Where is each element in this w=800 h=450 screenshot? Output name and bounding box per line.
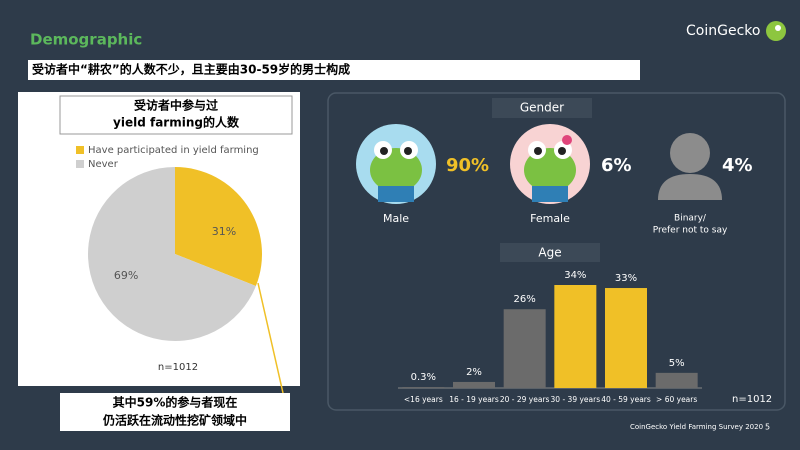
female-avatar [510,124,590,204]
footer-source: CoinGecko Yield Farming Survey 2020 [630,423,763,431]
pie-title: 受访者中参与过 [134,98,218,113]
gender-label: Male [383,212,409,225]
bar [554,285,597,388]
x-tick-label: 40 - 59 years [601,395,651,404]
pie-title: yield farming的人数 [113,115,240,130]
x-tick-label: 30 - 39 years [551,395,601,404]
callout-text: 仍活跃在流动性挖矿领域中 [102,413,247,428]
subtitle-banner [28,60,640,80]
legend-label: Never [88,159,119,170]
bar-value-label: 2% [466,367,482,378]
age-title: Age [538,246,561,260]
bar [453,381,495,388]
bar-value-label: 34% [564,270,586,281]
gender-value: 6% [601,155,632,176]
legend-swatch [76,160,84,168]
pie-title-box [59,95,293,135]
legend-label: Have participated in yield farming [88,145,259,156]
gender-label: Female [530,212,570,225]
callout-box [60,393,290,431]
logo-eye [775,25,781,31]
legend-swatch [76,146,84,154]
gender-value: 4% [722,155,753,176]
bar [605,288,647,388]
gender-title: Gender [520,101,564,115]
right-panel [327,92,786,411]
title: Demographic [30,31,142,49]
bar-value-label: 5% [669,358,685,369]
callout-line [257,282,284,394]
bar-value-label: 0.3% [411,372,436,383]
pie-slice [87,167,256,341]
pie-label: 31% [212,225,236,238]
page-number: 5 [765,423,770,432]
gender-title-box [492,98,592,118]
bar [655,372,698,388]
male-avatar [356,124,436,204]
callout-text: 其中59%的参与者现在 [113,395,238,410]
bar-value-label: 26% [514,294,536,305]
x-tick-label: 16 - 19 years [449,395,499,404]
bar [402,387,445,388]
subtitle: 受访者中“耕农”的人数不少，且主要由30-59岁的男士构成 [32,62,350,77]
x-tick-label: <16 years [404,395,443,404]
sample-size: n=1012 [158,362,198,373]
logo [766,21,786,41]
gender-value: 90% [446,155,489,176]
bar [503,309,546,388]
age-title-box [500,243,600,262]
x-tick-label: > 60 years [656,395,697,404]
gender-label: Prefer not to say [653,226,728,236]
x-tick-label: 20 - 29 years [500,395,550,404]
gender-label: Binary/ [674,214,707,224]
binary-avatar [658,133,722,200]
pie-label: 69% [114,269,138,282]
sample-size: n=1012 [732,394,772,405]
pie-slice [175,167,262,287]
brand: CoinGecko [686,23,760,39]
bar-value-label: 33% [615,273,637,284]
